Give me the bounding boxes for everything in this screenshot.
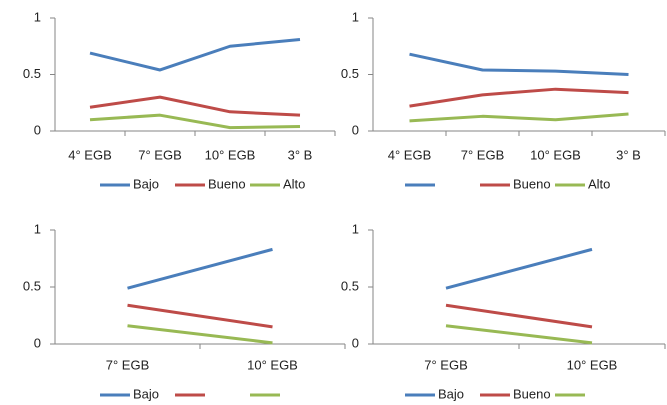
series-line bbox=[127, 303, 273, 329]
legend-label: Bueno bbox=[208, 176, 246, 191]
x-tick-label: 7° EGB bbox=[461, 147, 505, 162]
x-tick-label: 10° EGB bbox=[205, 147, 256, 162]
y-tick-label: 0 bbox=[352, 335, 359, 350]
legend-label: Bajo bbox=[133, 176, 159, 191]
legend-label: Bueno bbox=[513, 386, 551, 401]
y-tick-label: 0 bbox=[34, 335, 41, 350]
series-line bbox=[127, 324, 273, 345]
x-tick-label: 3° B bbox=[288, 147, 313, 162]
series-line bbox=[445, 303, 593, 329]
series-line bbox=[89, 113, 301, 130]
x-tick-label: 4° EGB bbox=[388, 147, 432, 162]
x-tick-label: 10° EGB bbox=[530, 147, 581, 162]
y-tick-label: 0 bbox=[34, 122, 41, 137]
series-line bbox=[409, 112, 629, 123]
y-tick-label: 0.5 bbox=[341, 278, 359, 293]
series-line bbox=[89, 37, 301, 72]
x-tick-label: 3° B bbox=[616, 147, 641, 162]
series-line bbox=[445, 324, 593, 345]
series-line bbox=[445, 247, 593, 290]
series-line bbox=[89, 95, 301, 117]
x-tick-label: 4° EGB bbox=[68, 147, 112, 162]
y-tick-label: 0.5 bbox=[341, 66, 359, 81]
y-tick-label: 1 bbox=[34, 9, 41, 24]
x-tick-label: 10° EGB bbox=[247, 357, 298, 372]
y-tick-label: 1 bbox=[352, 9, 359, 24]
y-tick-label: 0.5 bbox=[23, 278, 41, 293]
y-tick-label: 1 bbox=[352, 221, 359, 236]
legend-label: Alto bbox=[588, 176, 610, 191]
y-tick-label: 0 bbox=[352, 122, 359, 137]
x-tick-label: 7° EGB bbox=[138, 147, 182, 162]
series-line bbox=[409, 87, 629, 108]
x-tick-label: 7° EGB bbox=[424, 357, 468, 372]
x-tick-label: 7° EGB bbox=[106, 357, 150, 372]
legend-label: Alto bbox=[283, 176, 305, 191]
legend-label: Bajo bbox=[133, 386, 159, 401]
x-tick-label: 10° EGB bbox=[567, 357, 618, 372]
legend-label: Bajo bbox=[438, 386, 464, 401]
y-tick-label: 1 bbox=[34, 221, 41, 236]
series-line bbox=[409, 52, 629, 76]
legend-label: Bueno bbox=[513, 176, 551, 191]
y-tick-label: 0.5 bbox=[23, 66, 41, 81]
series-line bbox=[127, 247, 273, 290]
